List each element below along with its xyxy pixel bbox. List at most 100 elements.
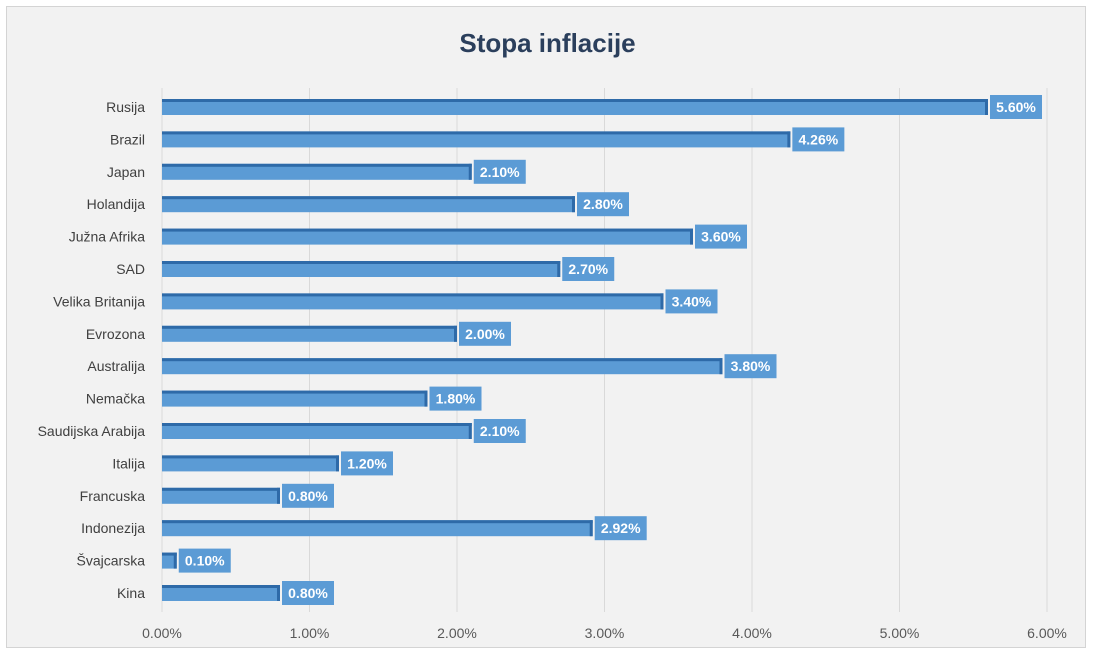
category-label: Nemačka [86,391,145,407]
data-label: 2.70% [568,261,608,277]
category-label: Evrozona [86,326,145,342]
bar [162,358,723,375]
data-label-box [665,289,718,314]
data-label-box [459,321,511,346]
category-label: Rusija [106,99,145,115]
bar-top-edge [162,358,723,362]
bar-top-edge [162,131,791,135]
bar [162,163,472,180]
data-label: 2.00% [465,326,505,342]
bar [162,487,280,504]
bar [162,390,428,407]
data-label: 0.80% [288,488,328,504]
bar-top-edge [162,487,280,491]
category-label: Italija [112,455,145,471]
bar-end-cap [690,228,693,245]
x-tick-label: 0.00% [142,625,182,641]
bar-end-cap [173,552,177,569]
bar-end-cap [589,520,593,537]
data-label-box [562,257,615,281]
bar-top-edge [162,455,339,459]
bar-end-cap [277,487,280,504]
bar-top-edge [162,228,693,232]
bar-top-edge [162,261,561,264]
category-label: Brazil [110,131,145,147]
bar-end-cap [719,358,723,375]
category-label: Holandija [87,196,146,212]
bar [162,585,280,601]
bar-top-edge [162,552,177,556]
data-label: 2.80% [583,196,623,212]
bar [162,325,457,342]
category-label: Japan [107,164,145,180]
bar-top-edge [162,585,280,588]
category-label: Indonezija [81,520,145,536]
data-label-box [178,548,231,573]
data-label: 3.60% [701,229,741,245]
bar-end-cap [277,585,280,601]
data-label: 0.10% [185,553,225,569]
category-label: Kina [117,585,145,601]
x-tick-label: 2.00% [437,625,477,641]
bar-end-cap [454,325,457,342]
bar-end-cap [468,423,472,439]
bar-end-cap [787,131,791,148]
data-label: 5.60% [996,99,1036,115]
bar-top-edge [162,325,457,329]
x-tick-label: 3.00% [585,625,625,641]
category-label: Saudijska Arabija [38,423,146,439]
data-label-box [594,516,647,541]
data-label-box [282,483,334,508]
bar [162,99,988,115]
bar [162,131,791,148]
x-tick-label: 5.00% [880,625,920,641]
bar [162,196,575,213]
data-label: 0.80% [288,585,328,601]
data-label-box [473,419,526,443]
x-tick-label: 6.00% [1027,625,1067,641]
bar [162,228,693,245]
bar-end-cap [557,261,561,277]
x-tick-label: 1.00% [290,625,330,641]
bar [162,552,177,569]
bar-end-cap [572,196,575,213]
bar-top-edge [162,196,575,200]
data-label-box [341,451,393,476]
data-label-box [792,127,845,152]
data-label-box [724,354,777,379]
bar [162,455,339,472]
category-label: Južna Afrika [69,229,145,245]
bar-end-cap [336,455,339,472]
bar-end-cap [424,390,428,407]
data-label: 1.20% [347,455,387,471]
category-label: Velika Britanija [53,293,145,309]
bar-top-edge [162,163,472,167]
category-label: Australija [87,358,145,374]
bar-top-edge [162,423,472,426]
data-label-box [473,159,526,184]
bar-end-cap [985,99,988,115]
data-label-box [577,192,629,217]
bar [162,293,664,310]
data-label: 3.80% [731,358,771,374]
bar-end-cap [468,163,472,180]
data-label-box [429,386,482,411]
data-label-box [990,95,1042,119]
data-label: 1.80% [436,391,476,407]
data-label: 3.40% [672,293,712,309]
data-label: 2.10% [480,164,520,180]
category-label: Švajcarska [77,553,146,569]
data-label: 2.92% [601,520,641,536]
chart-title: Stopa inflacije [459,28,636,58]
bar-end-cap [660,293,664,310]
bar-top-edge [162,99,988,102]
bar-top-edge [162,293,664,297]
data-label: 2.10% [480,423,520,439]
category-label: Francuska [80,488,146,504]
data-label-box [282,581,334,605]
data-label: 4.26% [798,131,838,147]
bar [162,520,593,537]
bar [162,423,472,439]
x-tick-label: 4.00% [732,625,772,641]
